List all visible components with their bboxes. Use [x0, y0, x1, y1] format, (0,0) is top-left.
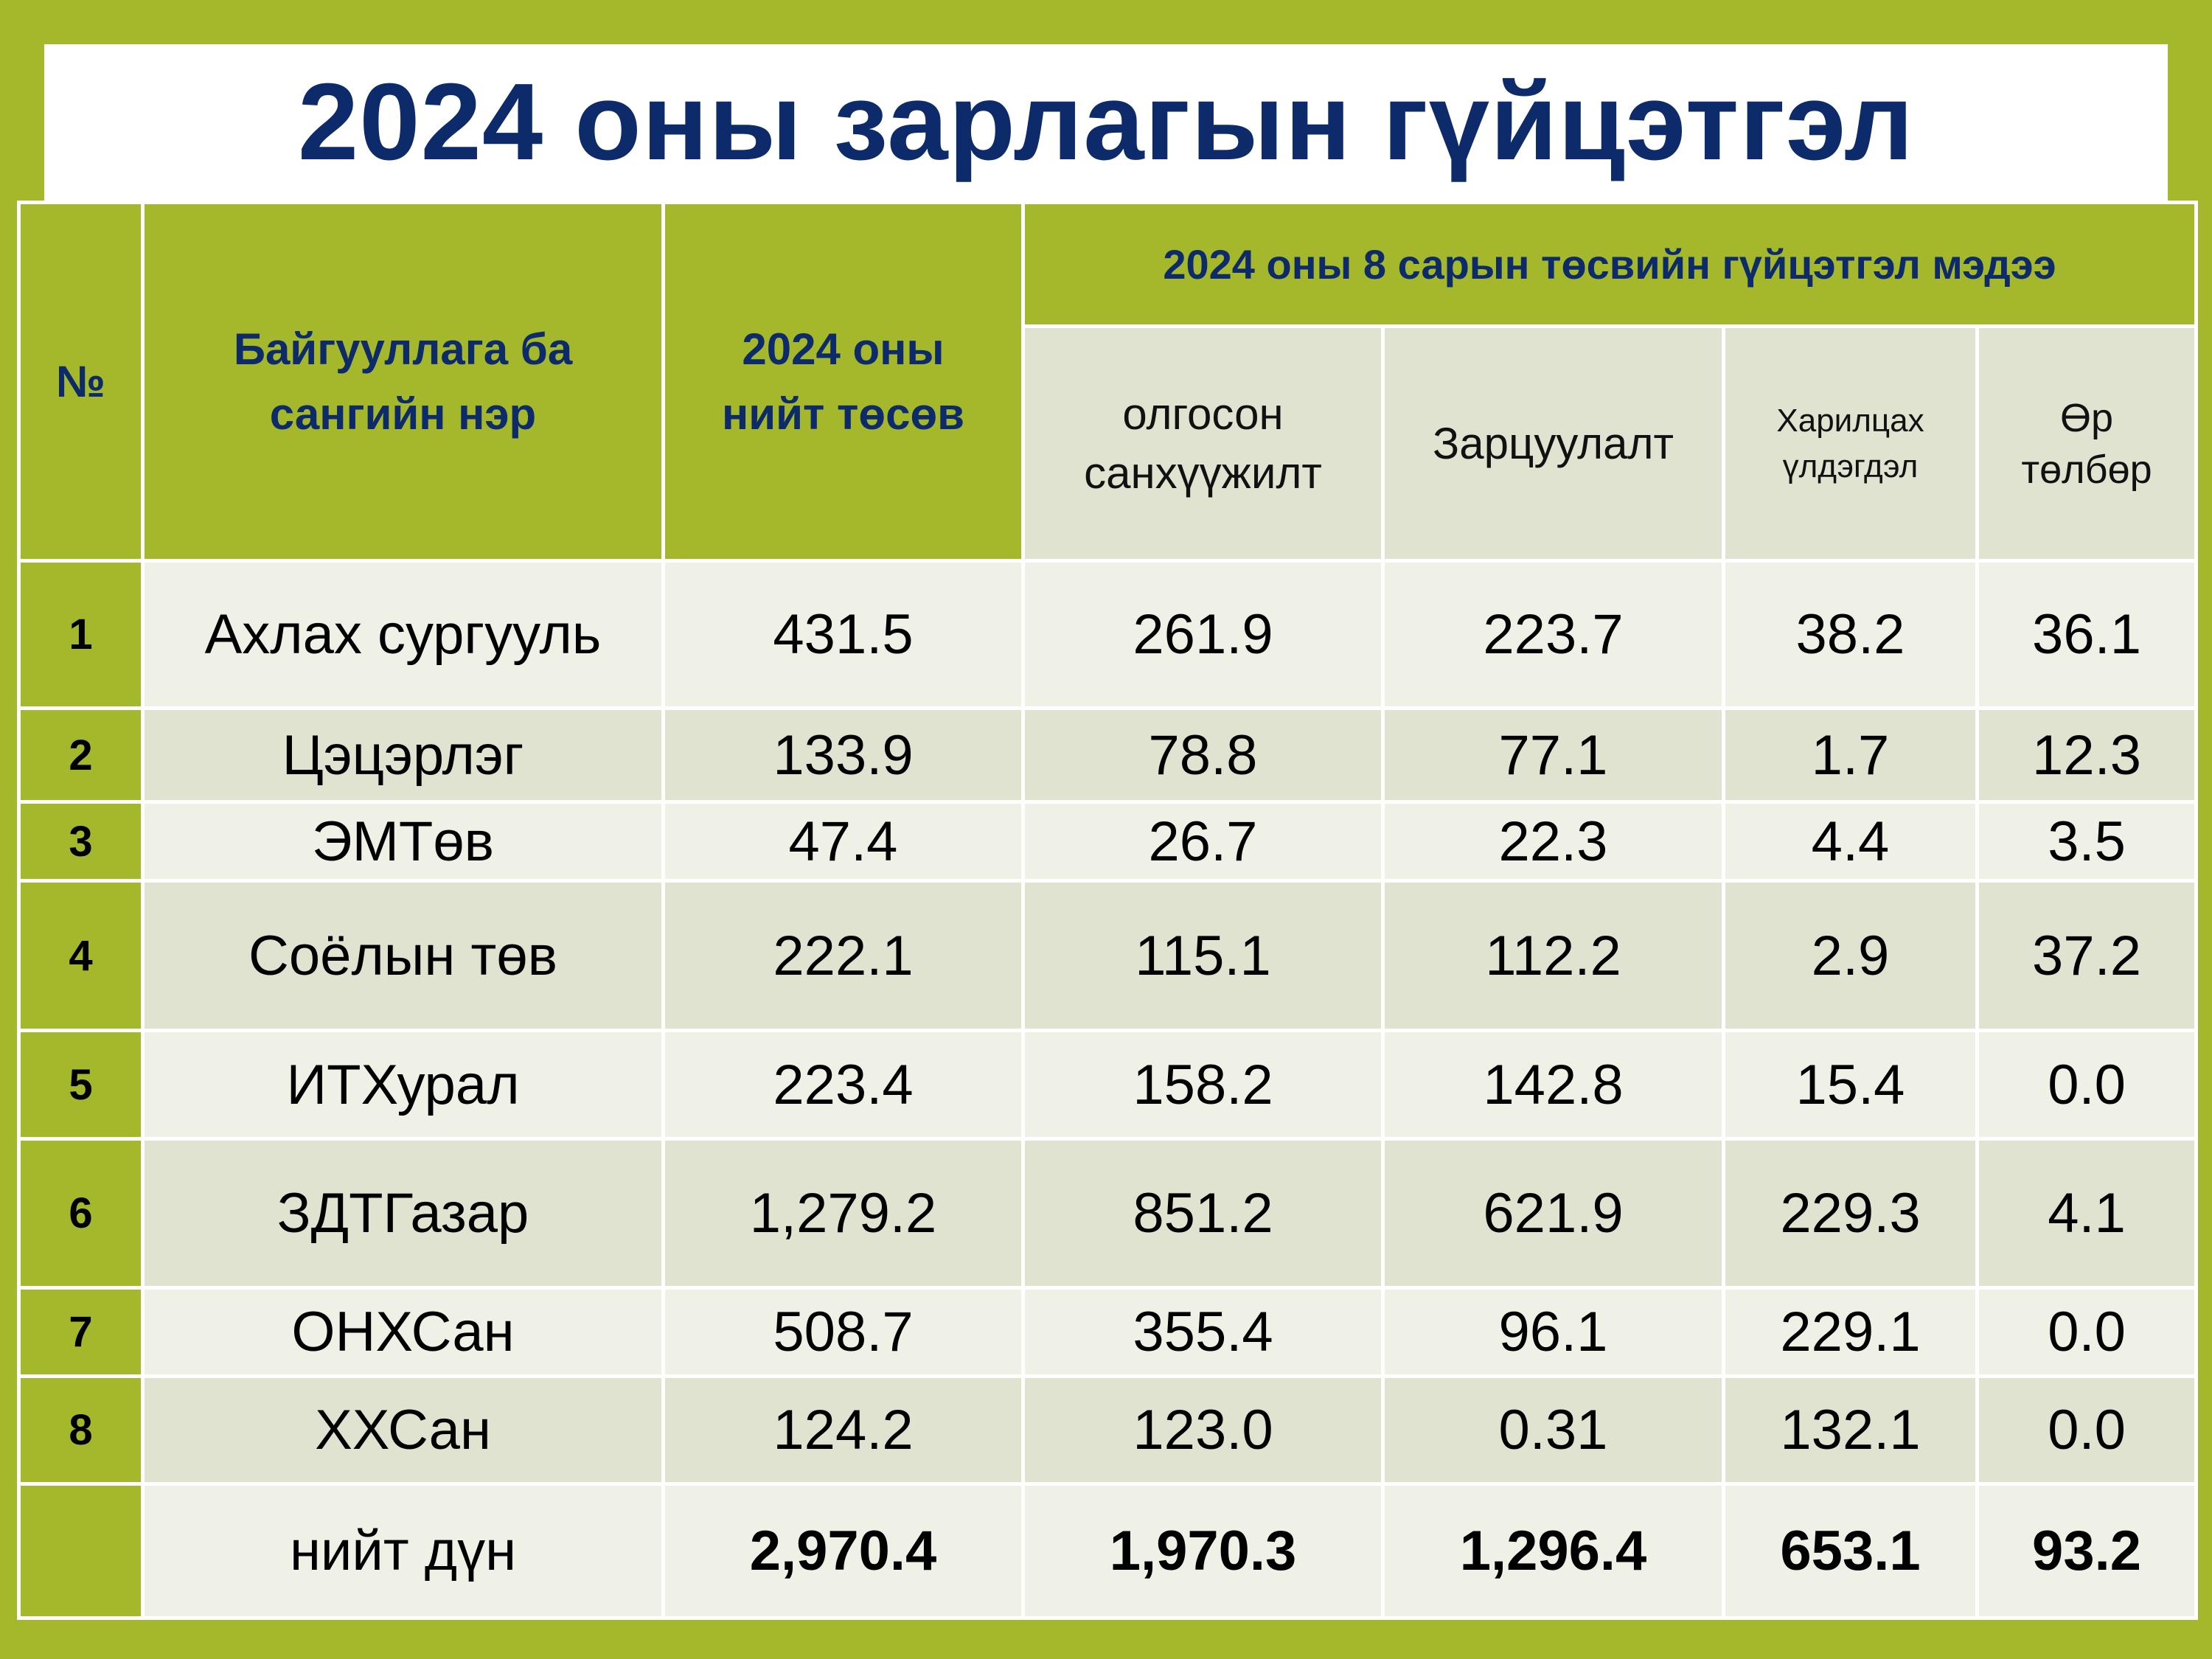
debt: 0.0	[1975, 1286, 2199, 1378]
total-budget: 508.7	[661, 1286, 1025, 1378]
total-label: нийт дүн	[141, 1482, 665, 1620]
org-name: Ахлах сургууль	[141, 559, 665, 710]
account-balance: 4.4	[1722, 800, 1979, 883]
table-row: 4 Соёлын төв 222.1 115.1 112.2 2.9 37.2	[17, 879, 2199, 1032]
spent: 96.1	[1381, 1286, 1725, 1378]
row-number: 5	[17, 1029, 145, 1141]
account-balance: 229.3	[1722, 1137, 1979, 1290]
total-budget: 47.4	[661, 800, 1025, 883]
header-org-name: Байгууллага ба сангийн нэр	[141, 201, 665, 563]
received-funding: 78.8	[1021, 706, 1385, 804]
table-row: 7 ОНХСан 508.7 355.4 96.1 229.1 0.0	[17, 1286, 2199, 1378]
received-funding: 26.7	[1021, 800, 1385, 883]
page-title: 2024 оны зарлагын гүйцэтгэл	[297, 61, 1915, 183]
header-balance-line1: Харилцах	[1776, 402, 1924, 439]
header-received-line1: олгосон	[1122, 389, 1284, 439]
account-balance: 15.4	[1722, 1029, 1979, 1141]
table-row: 2 Цэцэрлэг 133.9 78.8 77.1 1.7 12.3	[17, 706, 2199, 804]
total-budget: 133.9	[661, 706, 1025, 804]
total-budget: 431.5	[661, 559, 1025, 710]
spent: 0.31	[1381, 1374, 1725, 1486]
row-number: 6	[17, 1137, 145, 1290]
org-name: Цэцэрлэг	[141, 706, 665, 804]
total-row-number	[17, 1482, 145, 1620]
header-debt-line2: төлбөр	[2021, 447, 2152, 492]
header-org-name-line1: Байгууллага ба	[233, 324, 573, 374]
received-funding: 158.2	[1021, 1029, 1385, 1141]
spent: 77.1	[1381, 706, 1725, 804]
debt: 12.3	[1975, 706, 2199, 804]
spent: 223.7	[1381, 559, 1725, 710]
debt: 37.2	[1975, 879, 2199, 1032]
row-number: 4	[17, 879, 145, 1032]
row-number: 2	[17, 706, 145, 804]
total-balance-sum: 653.1	[1722, 1482, 1979, 1620]
spent: 142.8	[1381, 1029, 1725, 1141]
org-name: Соёлын төв	[141, 879, 665, 1032]
total-budget: 1,279.2	[661, 1137, 1025, 1290]
total-received-sum: 1,970.3	[1021, 1482, 1385, 1620]
debt: 3.5	[1975, 800, 2199, 883]
spent: 22.3	[1381, 800, 1725, 883]
total-budget: 124.2	[661, 1374, 1025, 1486]
total-budget: 222.1	[661, 879, 1025, 1032]
account-balance: 229.1	[1722, 1286, 1979, 1378]
total-spent-sum: 1,296.4	[1381, 1482, 1725, 1620]
row-number: 3	[17, 800, 145, 883]
header-row-2: олгосон санхүүжилт Зарцуулалт Харилцах ү…	[19, 324, 2199, 563]
org-name: ИТХурал	[141, 1029, 665, 1141]
total-debt-sum: 93.2	[1975, 1482, 2199, 1620]
received-funding: 355.4	[1021, 1286, 1385, 1378]
table-row: 6 ЗДТГазар 1,279.2 851.2 621.9 229.3 4.1	[17, 1137, 2199, 1290]
org-name: ХХСан	[141, 1374, 665, 1486]
account-balance: 2.9	[1722, 879, 1979, 1032]
header-total-budget-line2: нийт төсөв	[721, 389, 964, 439]
debt: 4.1	[1975, 1137, 2199, 1290]
received-funding: 115.1	[1021, 879, 1385, 1032]
row-number: 7	[17, 1286, 145, 1378]
header-received-funding: олгосон санхүүжилт	[1021, 324, 1385, 563]
org-name: ЗДТГазар	[141, 1137, 665, 1290]
received-funding: 851.2	[1021, 1137, 1385, 1290]
debt: 0.0	[1975, 1029, 2199, 1141]
header-group-execution: 2024 оны 8 сарын төсвийн гүйцэтгэл мэдээ	[1020, 201, 2199, 328]
account-balance: 38.2	[1722, 559, 1979, 710]
table-row: 5 ИТХурал 223.4 158.2 142.8 15.4 0.0	[17, 1029, 2199, 1141]
account-balance: 1.7	[1722, 706, 1979, 804]
header-debt: Өр төлбөр	[1975, 324, 2199, 563]
total-row: нийт дүн 2,970.4 1,970.3 1,296.4 653.1 9…	[17, 1482, 2199, 1620]
org-name: ОНХСан	[141, 1286, 665, 1378]
header-org-name-line2: сангийн нэр	[269, 389, 537, 439]
row-number: 8	[17, 1374, 145, 1486]
header-total-budget-line1: 2024 оны	[742, 324, 945, 374]
header-account-balance: Харилцах үлдэгдэл	[1722, 324, 1979, 563]
header-balance-line2: үлдэгдэл	[1782, 448, 1919, 484]
header-no: №	[17, 201, 145, 563]
header-total-budget: 2024 оны нийт төсөв	[661, 201, 1025, 563]
received-funding: 261.9	[1021, 559, 1385, 710]
org-name: ЭМТөв	[141, 800, 665, 883]
total-budget: 223.4	[661, 1029, 1025, 1141]
received-funding: 123.0	[1021, 1374, 1385, 1486]
budget-table: № Байгууллага ба сангийн нэр 2024 оны ни…	[17, 201, 2199, 1620]
row-number: 1	[17, 559, 145, 710]
header-spent: Зарцуулалт	[1381, 324, 1725, 563]
debt: 0.0	[1975, 1374, 2199, 1486]
header-debt-line1: Өр	[2059, 395, 2114, 440]
header-received-line2: санхүүжилт	[1084, 448, 1322, 498]
header-row-1: № Байгууллага ба сангийн нэр 2024 оны ни…	[17, 201, 2199, 563]
spent: 621.9	[1381, 1137, 1725, 1290]
debt: 36.1	[1975, 559, 2199, 710]
title-band: 2024 оны зарлагын гүйцэтгэл	[44, 44, 2168, 201]
total-budget-sum: 2,970.4	[661, 1482, 1025, 1620]
account-balance: 132.1	[1722, 1374, 1979, 1486]
table-row: 8 ХХСан 124.2 123.0 0.31 132.1 0.0	[17, 1374, 2199, 1486]
table-row: 1 Ахлах сургууль 431.5 261.9 223.7 38.2 …	[17, 559, 2199, 710]
spent: 112.2	[1381, 879, 1725, 1032]
table-row: 3 ЭМТөв 47.4 26.7 22.3 4.4 3.5	[17, 800, 2199, 883]
